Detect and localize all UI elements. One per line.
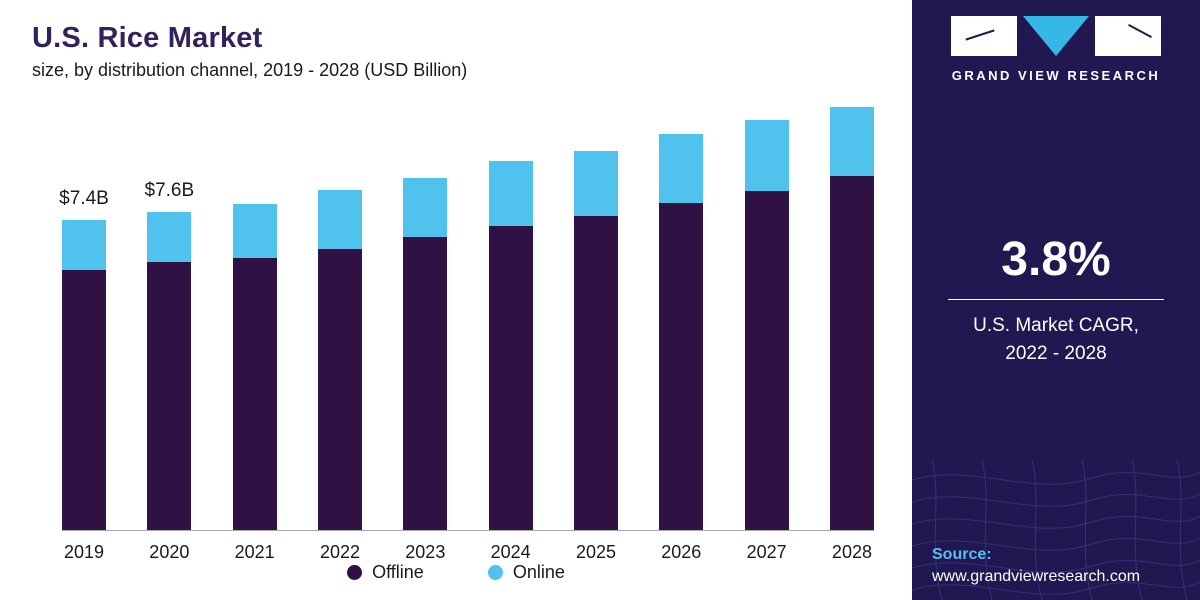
- bar-2025-offline-segment: [573, 216, 618, 530]
- chart-legend: Offline Online: [0, 562, 912, 583]
- chart-title: U.S. Rice Market: [32, 22, 263, 54]
- x-axis-label-2025: 2025: [575, 542, 616, 562]
- legend-item-online: Online: [487, 562, 565, 583]
- bar-2027-offline-segment: [744, 191, 789, 530]
- cagr-value: 3.8%: [1001, 233, 1111, 286]
- x-axis-label-2028: 2028: [831, 542, 872, 562]
- logo-left-shape: [951, 16, 1017, 56]
- legend-item-offline: Offline: [347, 562, 424, 583]
- source-url-link[interactable]: www.grandviewresearch.com: [932, 568, 1141, 585]
- bar-2027-online-segment: [744, 120, 789, 191]
- chart-subtitle: size, by distribution channel, 2019 - 20…: [32, 60, 468, 80]
- cagr-label-line1: U.S. Market CAGR,: [973, 315, 1139, 336]
- bar-2025-online-segment: [573, 151, 618, 216]
- bar-2021-offline-segment: [232, 258, 277, 530]
- total-annotation-2019: $7.4B: [59, 188, 109, 209]
- cagr-divider: [948, 299, 1164, 300]
- logo-triangle-icon: [1023, 16, 1089, 56]
- brand-logo: GRAND VIEW RESEARCH: [912, 14, 1200, 83]
- bar-2023-offline-segment: [403, 237, 448, 530]
- x-axis-label-2019: 2019: [63, 542, 105, 562]
- x-axis-label-2026: 2026: [661, 542, 702, 562]
- brand-name: GRAND VIEW RESEARCH: [951, 68, 1161, 83]
- cagr-label: U.S. Market CAGR, 2022 - 2028: [912, 312, 1200, 367]
- x-axis-label-2024: 2024: [490, 542, 531, 562]
- bar-2028-online-segment: [829, 107, 874, 176]
- cagr-label-line2: 2022 - 2028: [1005, 342, 1107, 364]
- source-label: Source:: [932, 546, 992, 563]
- cagr-block: 3.8% U.S. Market CAGR, 2022 - 2028: [912, 232, 1200, 367]
- x-axis-label-2022: 2022: [319, 542, 361, 562]
- legend-label-offline: Offline: [372, 562, 424, 582]
- bar-2021-online-segment: [232, 204, 277, 258]
- x-axis-label-2023: 2023: [405, 542, 446, 562]
- legend-dot-online: [487, 565, 503, 580]
- logo-right-shape: [1095, 16, 1161, 56]
- bar-2022: 2022: [317, 190, 362, 562]
- bar-2028-offline-segment: [829, 176, 874, 530]
- bar-2024-online-segment: [488, 161, 533, 226]
- bar-2026-offline-segment: [659, 203, 704, 530]
- brand-sidebar: GRAND VIEW RESEARCH 3.8% U.S. Market CAG…: [912, 0, 1200, 600]
- x-axis-label-2020: 2020: [149, 542, 190, 562]
- bar-2020-offline-segment: [147, 262, 192, 530]
- source-block: Source: www.grandviewresearch.com: [932, 546, 1140, 586]
- bar-2023: 2023: [403, 178, 448, 562]
- chart-panel: U.S. Rice Market size, by distribution c…: [0, 22, 912, 583]
- x-axis-label-2027: 2027: [746, 542, 787, 562]
- legend-dot-offline: [347, 565, 363, 580]
- bar-2019-offline-segment: [62, 270, 106, 530]
- bar-2027: 2027: [744, 120, 789, 562]
- bar-2024-offline-segment: [488, 226, 533, 530]
- bar-2022-offline-segment: [317, 249, 362, 530]
- bar-2024: 2024: [488, 161, 533, 562]
- bar-2025: 2025: [573, 151, 618, 562]
- bar-chart-plot: $7.4B 2019 $7.6B 2020 2021 2022 2023 2024 2025 20…: [59, 91, 874, 562]
- gvr-logo-icon: [951, 14, 1161, 58]
- bar-2026: 2026: [659, 134, 704, 562]
- bar-2023-online-segment: [403, 178, 448, 237]
- bar-2021: 2021: [232, 204, 277, 562]
- bar-2020: $7.6B 2020: [145, 180, 195, 562]
- total-annotation-2020: $7.6B: [144, 180, 195, 201]
- legend-label-online: Online: [512, 562, 565, 582]
- bar-2019-online-segment: [62, 220, 106, 270]
- bar-2022-online-segment: [317, 190, 362, 249]
- bar-2019: $7.4B 2019: [59, 188, 109, 562]
- bar-2020-online-segment: [147, 212, 192, 262]
- bar-2028: 2028: [829, 107, 874, 562]
- bar-2026-online-segment: [659, 134, 704, 203]
- x-axis-label-2021: 2021: [234, 542, 275, 562]
